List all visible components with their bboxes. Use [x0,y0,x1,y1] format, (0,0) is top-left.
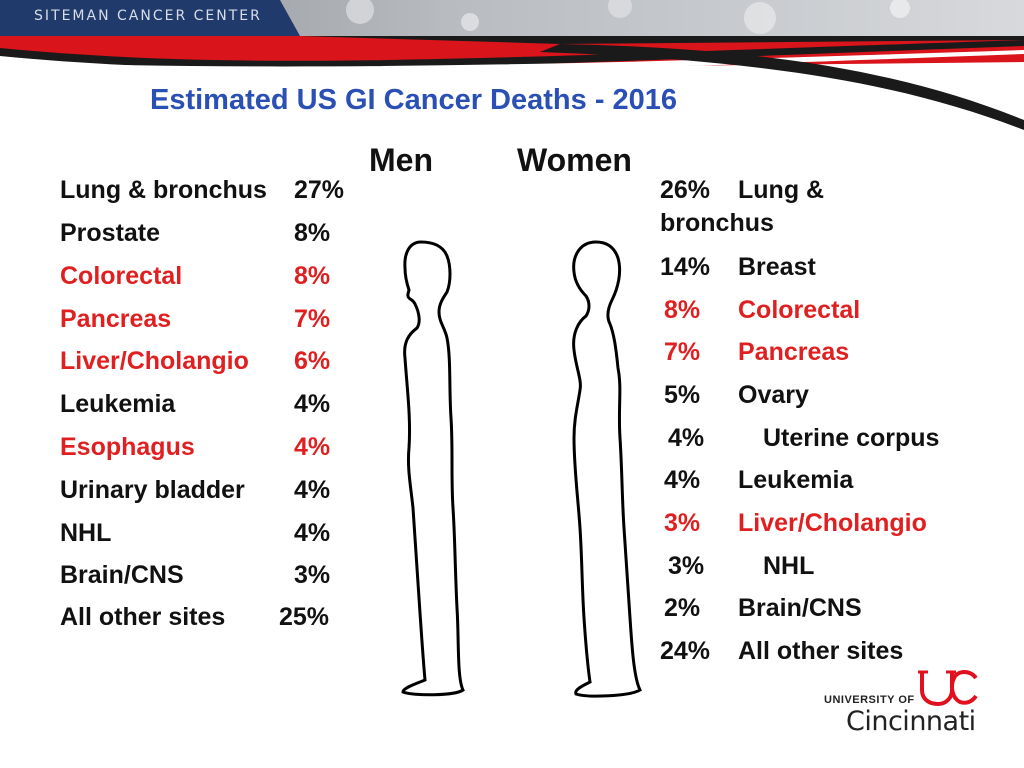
men-site-label: Urinary bladder [60,476,245,504]
logo-cincinnati-text: Cincinnati [846,706,976,737]
women-site-label: Leukemia [738,466,854,494]
men-percent: 4% [294,433,331,461]
women-percent: 3% [668,552,705,580]
women-percent: 4% [668,424,705,452]
female-silhouette-icon [572,240,642,698]
uc-monogram-icon [918,670,978,707]
men-percent: 3% [294,561,331,589]
women-site-label: Ovary [738,381,809,409]
women-site-label: Brain/CNS [738,594,862,622]
brand-name: SITEMAN CANCER CENTER [34,8,262,24]
women-percent: 5% [664,381,701,409]
men-percent: 4% [294,390,331,418]
men-percent: 4% [294,476,331,504]
men-site-label: NHL [60,519,112,547]
men-site-label: Lung & bronchus [60,176,267,204]
men-site-label: Liver/Cholangio [60,347,249,375]
men-percent: 7% [294,305,331,333]
header-banner: SITEMAN CANCER CENTER [0,0,1024,130]
women-percent: 7% [664,338,701,366]
women-site-label: Pancreas [738,338,850,366]
men-percent: 8% [294,219,331,247]
university-logo: UNIVERSITY OF Cincinnati [820,668,980,738]
women-percent: 4% [664,466,701,494]
men-site-label: Colorectal [60,262,183,290]
men-percent: 6% [294,347,331,375]
women-site-label: Liver/Cholangio [738,509,927,537]
logo-university-text: UNIVERSITY OF [824,694,915,706]
men-site-label: Leukemia [60,390,176,418]
men-site-label: All other sites [60,603,226,631]
women-percent: 2% [664,594,701,622]
men-site-label: Pancreas [60,305,172,333]
women-site-label: All other sites [738,637,904,665]
women-site-label: Colorectal [738,296,861,324]
men-site-label: Brain/CNS [60,561,184,589]
women-percent: 14% [660,253,711,281]
male-silhouette-icon [401,240,465,697]
women-percent: 3% [664,509,701,537]
men-percent: 27% [294,176,345,204]
women-site-label-continued: bronchus [660,209,774,237]
women-percent: 26% [660,176,711,204]
women-site-label: Breast [738,253,816,281]
women-percent: 24% [660,637,711,665]
men-percent: 4% [294,519,331,547]
column-header-women: Women [517,142,632,178]
header-graphic [0,0,1024,130]
women-site-label: NHL [763,552,815,580]
men-site-label: Esophagus [60,433,195,461]
men-site-label: Prostate [60,219,161,247]
men-percent: 25% [279,603,330,631]
women-percent: 8% [664,296,701,324]
column-header-men: Men [369,142,433,178]
men-percent: 8% [294,262,331,290]
women-site-label: Lung & [738,176,825,204]
women-site-label: Uterine corpus [763,424,940,452]
page-title: Estimated US GI Cancer Deaths - 2016 [150,84,678,116]
